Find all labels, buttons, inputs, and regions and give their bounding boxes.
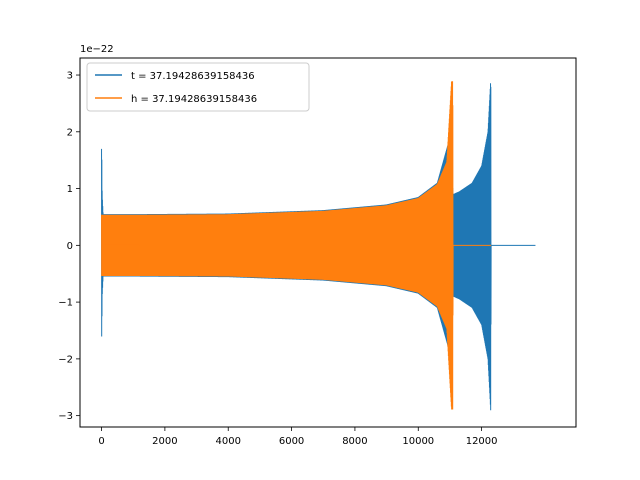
legend-box <box>86 62 310 112</box>
x-axis: 0 2000 4000 6000 8000 10000 12000 <box>98 427 498 447</box>
x-tick-label: 2000 <box>152 436 177 447</box>
y-tick-label: −2 <box>58 354 73 365</box>
y-tick-label: 1 <box>67 184 73 195</box>
legend-label-h: h = 37.19428639158436 <box>131 94 257 105</box>
y-tick-label: 2 <box>67 127 73 138</box>
x-tick-label: 12000 <box>466 436 498 447</box>
y-offset-label: 1e−22 <box>80 44 114 55</box>
y-tick-label: 0 <box>67 241 73 252</box>
y-tick-label: 3 <box>67 71 73 82</box>
legend-label-t: t = 37.19428639158436 <box>131 71 255 82</box>
y-axis: −3 −2 −1 0 1 2 3 <box>58 71 80 422</box>
legend: t = 37.19428639158436 h = 37.19428639158… <box>86 62 310 112</box>
x-tick-label: 6000 <box>279 436 304 447</box>
y-tick-label: −3 <box>58 411 73 422</box>
plot-frame <box>79 57 577 428</box>
x-tick-label: 4000 <box>216 436 241 447</box>
x-tick-label: 10000 <box>402 436 434 447</box>
x-tick-label: 8000 <box>342 436 367 447</box>
x-tick-label: 0 <box>98 436 104 447</box>
series-line-h <box>101 81 492 410</box>
y-tick-label: −1 <box>58 298 73 309</box>
series-layer <box>101 81 536 411</box>
